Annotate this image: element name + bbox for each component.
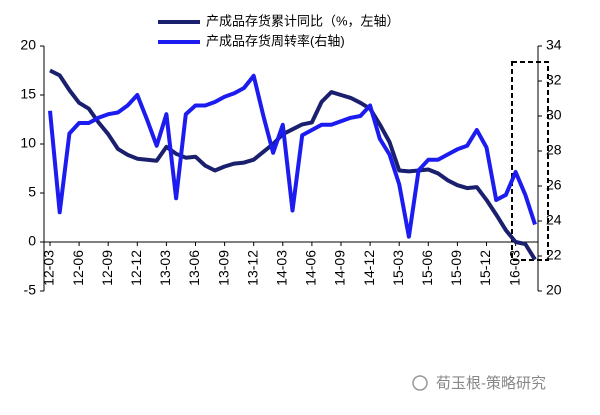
x-tick-label: 14-03	[274, 250, 290, 286]
x-tick-label: 13-06	[186, 250, 202, 286]
y2-tick-label: 34	[546, 37, 562, 53]
y2-tick-label: 20	[546, 282, 562, 298]
y2-tick-label: 30	[546, 107, 562, 123]
x-tick-label: 12-09	[99, 250, 115, 286]
x-tick-label: 16-03	[506, 250, 522, 286]
x-tick-label: 13-09	[215, 250, 231, 286]
x-tick-label: 14-09	[332, 250, 348, 286]
y-tick-label: 10	[20, 135, 36, 151]
x-tick-label: 12-03	[41, 250, 57, 286]
y2-tick-label: 32	[546, 72, 562, 88]
x-tick-label: 15-09	[448, 250, 464, 286]
highlight-box	[511, 61, 549, 261]
series-line	[48, 73, 537, 239]
y-tick-label: 15	[20, 86, 36, 102]
y-tick-label: 20	[20, 37, 36, 53]
x-tick-label: 12-12	[128, 250, 144, 286]
x-tick-label: 15-06	[419, 250, 435, 286]
y2-tick-label: 22	[546, 247, 562, 263]
x-tick-label: 13-12	[244, 250, 260, 286]
x-tick-label: 12-06	[70, 250, 86, 286]
x-tick-label: 15-12	[477, 250, 493, 286]
x-tick-label: 13-03	[157, 250, 173, 286]
y2-tick-label: 24	[546, 212, 562, 228]
legend-label: 产成品存货周转率(右轴)	[206, 33, 345, 48]
x-tick-label: 14-06	[303, 250, 319, 286]
y-tick-label: -5	[24, 282, 37, 298]
y2-tick-label: 28	[546, 142, 562, 158]
legend-label: 产成品存货累计同比（%，左轴）	[206, 13, 400, 28]
y-tick-label: 0	[28, 233, 36, 249]
x-tick-label: 15-03	[390, 250, 406, 286]
series-line	[49, 68, 537, 261]
watermark: 荀玉根-策略研究	[412, 375, 546, 392]
y-tick-label: 5	[28, 184, 36, 200]
watermark-text: 荀玉根-策略研究	[436, 375, 546, 392]
x-tick-label: 14-12	[361, 250, 377, 286]
y2-tick-label: 26	[546, 177, 562, 193]
watermark-icon	[412, 375, 428, 391]
